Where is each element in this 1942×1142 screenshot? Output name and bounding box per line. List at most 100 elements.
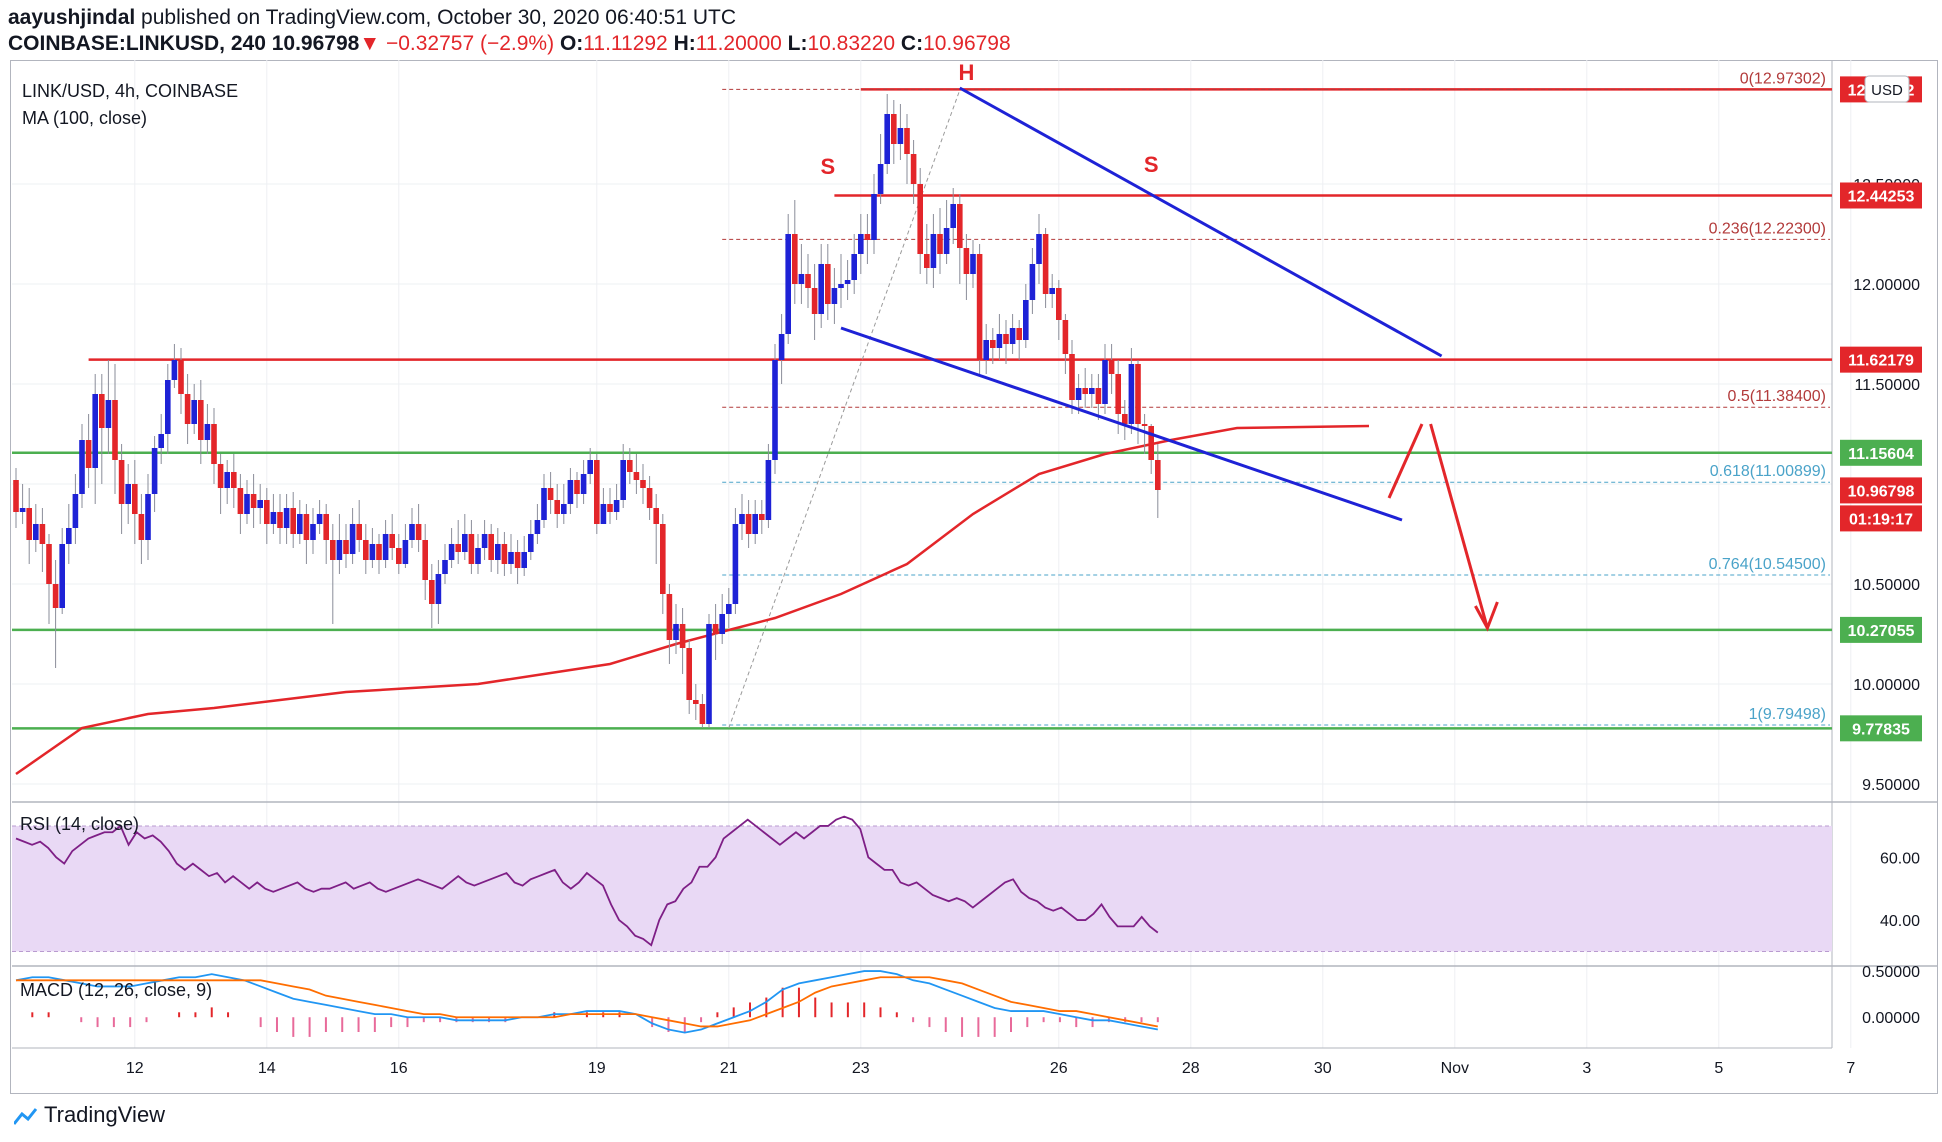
candle <box>277 512 283 528</box>
candle <box>1069 354 1075 400</box>
candle <box>396 548 402 564</box>
high-value: 11.20000 <box>695 32 782 55</box>
candle <box>13 480 19 512</box>
candle <box>666 594 673 640</box>
candle <box>745 514 752 534</box>
candle <box>884 114 890 164</box>
price-label-box <box>1840 715 1922 742</box>
fib-label: 0(12.97302) <box>1740 70 1826 87</box>
candle <box>316 514 323 524</box>
time-tick-label: 28 <box>1182 1060 1200 1077</box>
candle <box>46 544 52 584</box>
candle <box>257 500 263 508</box>
drawings: S H S <box>820 60 1499 632</box>
candle <box>613 500 620 512</box>
down-arrow-icon: ▼ <box>359 32 381 55</box>
time-axis: 12 14 16 19 21 23 26 28 30 Nov 3 5 7 <box>126 1060 1855 1077</box>
candle <box>1135 364 1141 424</box>
low-value: 10.83220 <box>807 32 896 55</box>
price-label-box <box>1840 182 1922 209</box>
candle <box>739 514 745 524</box>
candle <box>1148 426 1154 460</box>
candle <box>640 480 646 488</box>
publisher-name[interactable]: aayushjindal <box>8 6 136 29</box>
price-change: −0.32757 (−2.9%) <box>385 32 555 55</box>
fib-label: 0.764(10.54500) <box>1709 556 1826 573</box>
candle <box>204 424 211 440</box>
candle <box>481 534 488 548</box>
candle <box>508 552 514 564</box>
candle <box>554 500 560 514</box>
candle <box>996 334 1003 348</box>
candle <box>541 488 547 520</box>
close-label: C: <box>900 32 924 55</box>
candle <box>1009 328 1016 344</box>
candle <box>99 394 105 428</box>
price-label-box <box>1840 346 1922 373</box>
candle <box>580 474 587 494</box>
candle <box>132 484 138 514</box>
projection-up-arrow <box>1387 423 1424 499</box>
arrow-head-icon <box>1474 601 1499 632</box>
candle <box>825 264 831 304</box>
candle <box>1029 264 1036 300</box>
candle <box>270 512 277 524</box>
rsi-tick-label: 60.00 <box>1880 850 1920 867</box>
candle <box>620 460 626 500</box>
candle <box>429 580 435 604</box>
candle <box>264 500 270 524</box>
candle <box>778 334 785 360</box>
candle <box>547 488 554 500</box>
candle <box>871 194 877 240</box>
macd-tick-label: 0.50000 <box>1862 964 1920 981</box>
candle <box>653 508 659 524</box>
macd-legend: MACD (12, 26, close, 9) <box>20 980 212 1000</box>
candle <box>732 524 739 604</box>
candle <box>52 584 59 608</box>
candle <box>772 360 778 460</box>
ma-legend: MA (100, close) <box>22 108 147 128</box>
candle <box>297 514 303 534</box>
price-label-text: 11.15604 <box>1848 446 1914 463</box>
candle <box>792 234 798 284</box>
candle <box>475 548 481 564</box>
candle <box>719 614 725 634</box>
price-label-box <box>1840 439 1922 466</box>
candle <box>171 360 178 380</box>
pattern-label: S <box>820 154 835 179</box>
candle <box>521 552 527 568</box>
candle <box>561 504 567 514</box>
candle <box>950 204 956 228</box>
time-tick-label: 5 <box>1714 1060 1723 1077</box>
candle <box>712 624 719 634</box>
currency-badge[interactable] <box>1864 75 1910 103</box>
candle <box>600 504 607 524</box>
candle <box>363 540 369 560</box>
candle <box>594 460 600 524</box>
candle <box>699 704 706 724</box>
candle <box>534 520 541 534</box>
candle <box>283 508 290 528</box>
candle <box>125 484 131 504</box>
candle <box>158 434 164 448</box>
candle <box>1141 424 1148 426</box>
low-label: L: <box>787 32 808 55</box>
candle <box>250 494 257 508</box>
rsi-tick-label: 40.00 <box>1880 913 1920 930</box>
candle <box>957 204 963 248</box>
price-label-text: 9.77835 <box>1852 721 1910 738</box>
candle <box>303 514 310 540</box>
candle <box>389 534 395 548</box>
price-tick-label: 10.00000 <box>1853 677 1920 694</box>
candle <box>165 380 171 434</box>
candle <box>402 540 409 564</box>
candle <box>244 494 250 514</box>
candle <box>455 544 461 552</box>
candles <box>13 94 1161 728</box>
candle <box>409 524 415 540</box>
symbol-line: COINBASE:LINKUSD, 240 10.96798▼ −0.32757… <box>8 32 1011 56</box>
close-value: 10.96798 <box>923 32 1011 55</box>
footer-brand[interactable]: TradingView <box>14 1102 165 1128</box>
candle <box>349 524 356 554</box>
